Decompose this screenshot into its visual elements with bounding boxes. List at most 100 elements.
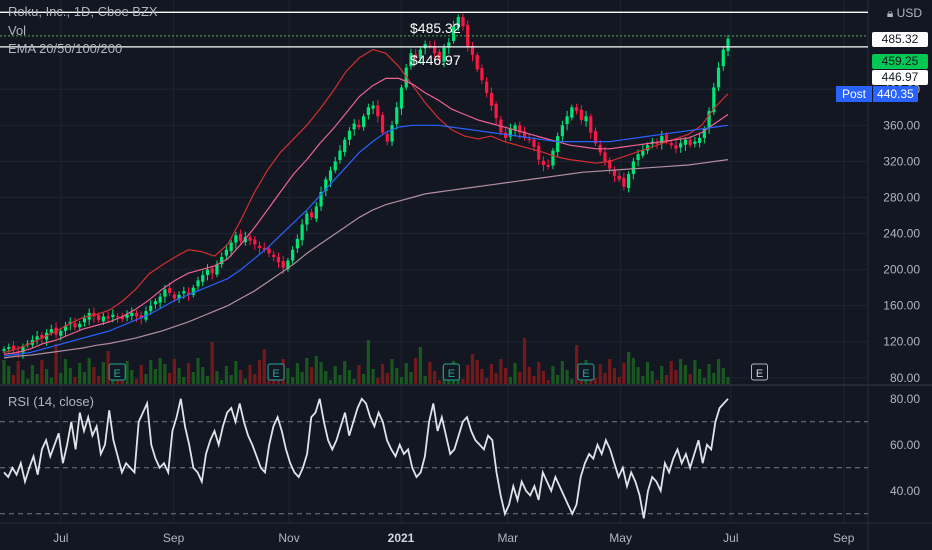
candle-body	[726, 38, 730, 51]
candle-body	[328, 170, 333, 181]
candle-body	[693, 141, 697, 144]
volume-bar	[385, 373, 389, 384]
volume-bar	[215, 371, 219, 384]
x-tick-label: Sep	[163, 531, 185, 545]
candle-body	[248, 237, 252, 241]
candle-body	[97, 315, 101, 321]
volume-bar	[324, 371, 328, 384]
candle-body	[674, 145, 678, 149]
candle-body	[281, 261, 285, 268]
currency-label[interactable]: 🔒︎ USD	[887, 6, 922, 21]
candle-body	[40, 334, 44, 339]
volume-bar	[54, 344, 58, 384]
candle-body	[224, 249, 229, 256]
candle-body	[82, 318, 87, 323]
candle-body	[347, 130, 352, 140]
candle-body	[395, 107, 399, 124]
candle-body	[574, 107, 579, 111]
volume-bar	[73, 377, 77, 384]
candle-body	[196, 280, 200, 287]
volume-bar	[641, 376, 645, 384]
candle-body	[494, 104, 498, 119]
volume-legend: Vol	[8, 23, 27, 38]
volume-bar	[683, 365, 688, 384]
candle-body	[239, 233, 243, 241]
volume-bar	[11, 375, 16, 384]
x-tick-label: Nov	[278, 531, 299, 545]
candle-body	[300, 224, 304, 241]
volume-bar	[333, 366, 337, 384]
candle-body	[414, 54, 418, 59]
candle-body	[560, 125, 564, 137]
volume-bar	[660, 366, 664, 384]
volume-bar	[286, 368, 290, 384]
candle-body	[603, 152, 607, 162]
candle-body	[376, 105, 380, 117]
candle-body	[518, 125, 522, 133]
candle-body	[589, 116, 593, 133]
volume-bar	[111, 380, 115, 384]
candle-body	[522, 131, 527, 138]
candle-body	[172, 294, 176, 299]
candle-body	[461, 17, 465, 27]
postmarket-price: 440.35	[872, 86, 918, 102]
candle-body	[669, 142, 673, 146]
volume-bar	[532, 376, 536, 384]
volume-bar	[551, 366, 555, 384]
volume-bar	[7, 366, 11, 384]
volume-bar	[574, 345, 579, 384]
candle-body	[125, 314, 129, 318]
volume-bar	[480, 369, 484, 384]
volume-bar	[134, 379, 139, 384]
volume-bar	[239, 370, 243, 384]
candle-body	[470, 47, 475, 55]
candle-body	[168, 288, 172, 294]
candle-body	[556, 136, 560, 152]
volume-bar	[319, 362, 323, 384]
candle-body	[186, 292, 191, 295]
volume-bar	[234, 361, 238, 384]
volume-bar	[139, 365, 143, 384]
candle-body	[366, 107, 370, 115]
volume-bar	[428, 362, 432, 384]
y-tick-label: 320.00	[883, 154, 920, 168]
volume-bar	[541, 371, 546, 384]
candle-body	[11, 345, 16, 350]
earnings-marker	[577, 363, 595, 381]
candle-body	[570, 107, 574, 118]
volume-bar	[49, 378, 53, 384]
rsi-tick-label: 60.00	[890, 438, 920, 452]
candle-body	[205, 269, 210, 275]
earnings-marker	[108, 363, 126, 381]
volume-bar	[366, 340, 370, 384]
candle-body	[286, 260, 290, 270]
volume-bar	[380, 364, 385, 384]
volume-bar	[82, 372, 87, 384]
candle-body	[295, 238, 299, 249]
volume-bar	[688, 374, 692, 384]
rsi-line	[3, 397, 729, 519]
candle-body	[475, 55, 479, 70]
earnings-marker-label: E	[582, 368, 589, 380]
postmarket-label: Post	[836, 86, 873, 102]
volume-bar	[243, 379, 247, 384]
candle-body	[503, 132, 508, 138]
volume-bar	[295, 363, 299, 384]
candle-body	[679, 143, 683, 148]
candle-body	[527, 139, 531, 141]
volume-bar	[229, 375, 233, 384]
volume-bar	[461, 379, 465, 384]
candle-body	[579, 109, 583, 120]
candle-body	[101, 316, 105, 322]
volume-bar	[248, 365, 252, 384]
volume-bar	[570, 379, 574, 384]
volume-bar	[220, 380, 224, 384]
volume-bar	[716, 359, 721, 384]
candle-body	[257, 245, 262, 248]
candle-body	[641, 150, 645, 156]
candle-body	[593, 131, 598, 144]
rsi-tick-label: 40.00	[890, 484, 920, 498]
volume-bar	[593, 378, 598, 384]
